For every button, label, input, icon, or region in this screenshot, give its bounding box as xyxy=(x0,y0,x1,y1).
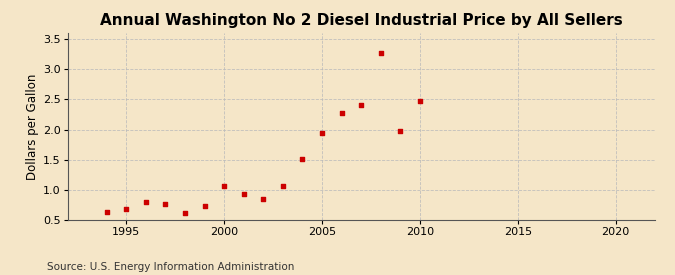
Point xyxy=(199,204,210,208)
Point xyxy=(258,197,269,201)
Point xyxy=(238,192,249,196)
Point xyxy=(219,184,230,188)
Y-axis label: Dollars per Gallon: Dollars per Gallon xyxy=(26,73,38,180)
Point xyxy=(101,210,112,214)
Point xyxy=(395,129,406,134)
Text: Source: U.S. Energy Information Administration: Source: U.S. Energy Information Administ… xyxy=(47,262,294,272)
Point xyxy=(297,157,308,161)
Title: Annual Washington No 2 Diesel Industrial Price by All Sellers: Annual Washington No 2 Diesel Industrial… xyxy=(100,13,622,28)
Point xyxy=(356,103,367,108)
Point xyxy=(180,211,190,216)
Point xyxy=(317,130,327,135)
Point xyxy=(140,200,151,204)
Point xyxy=(160,202,171,206)
Point xyxy=(375,51,386,55)
Point xyxy=(336,111,347,115)
Point xyxy=(121,207,132,211)
Point xyxy=(414,98,425,103)
Point xyxy=(277,183,288,188)
